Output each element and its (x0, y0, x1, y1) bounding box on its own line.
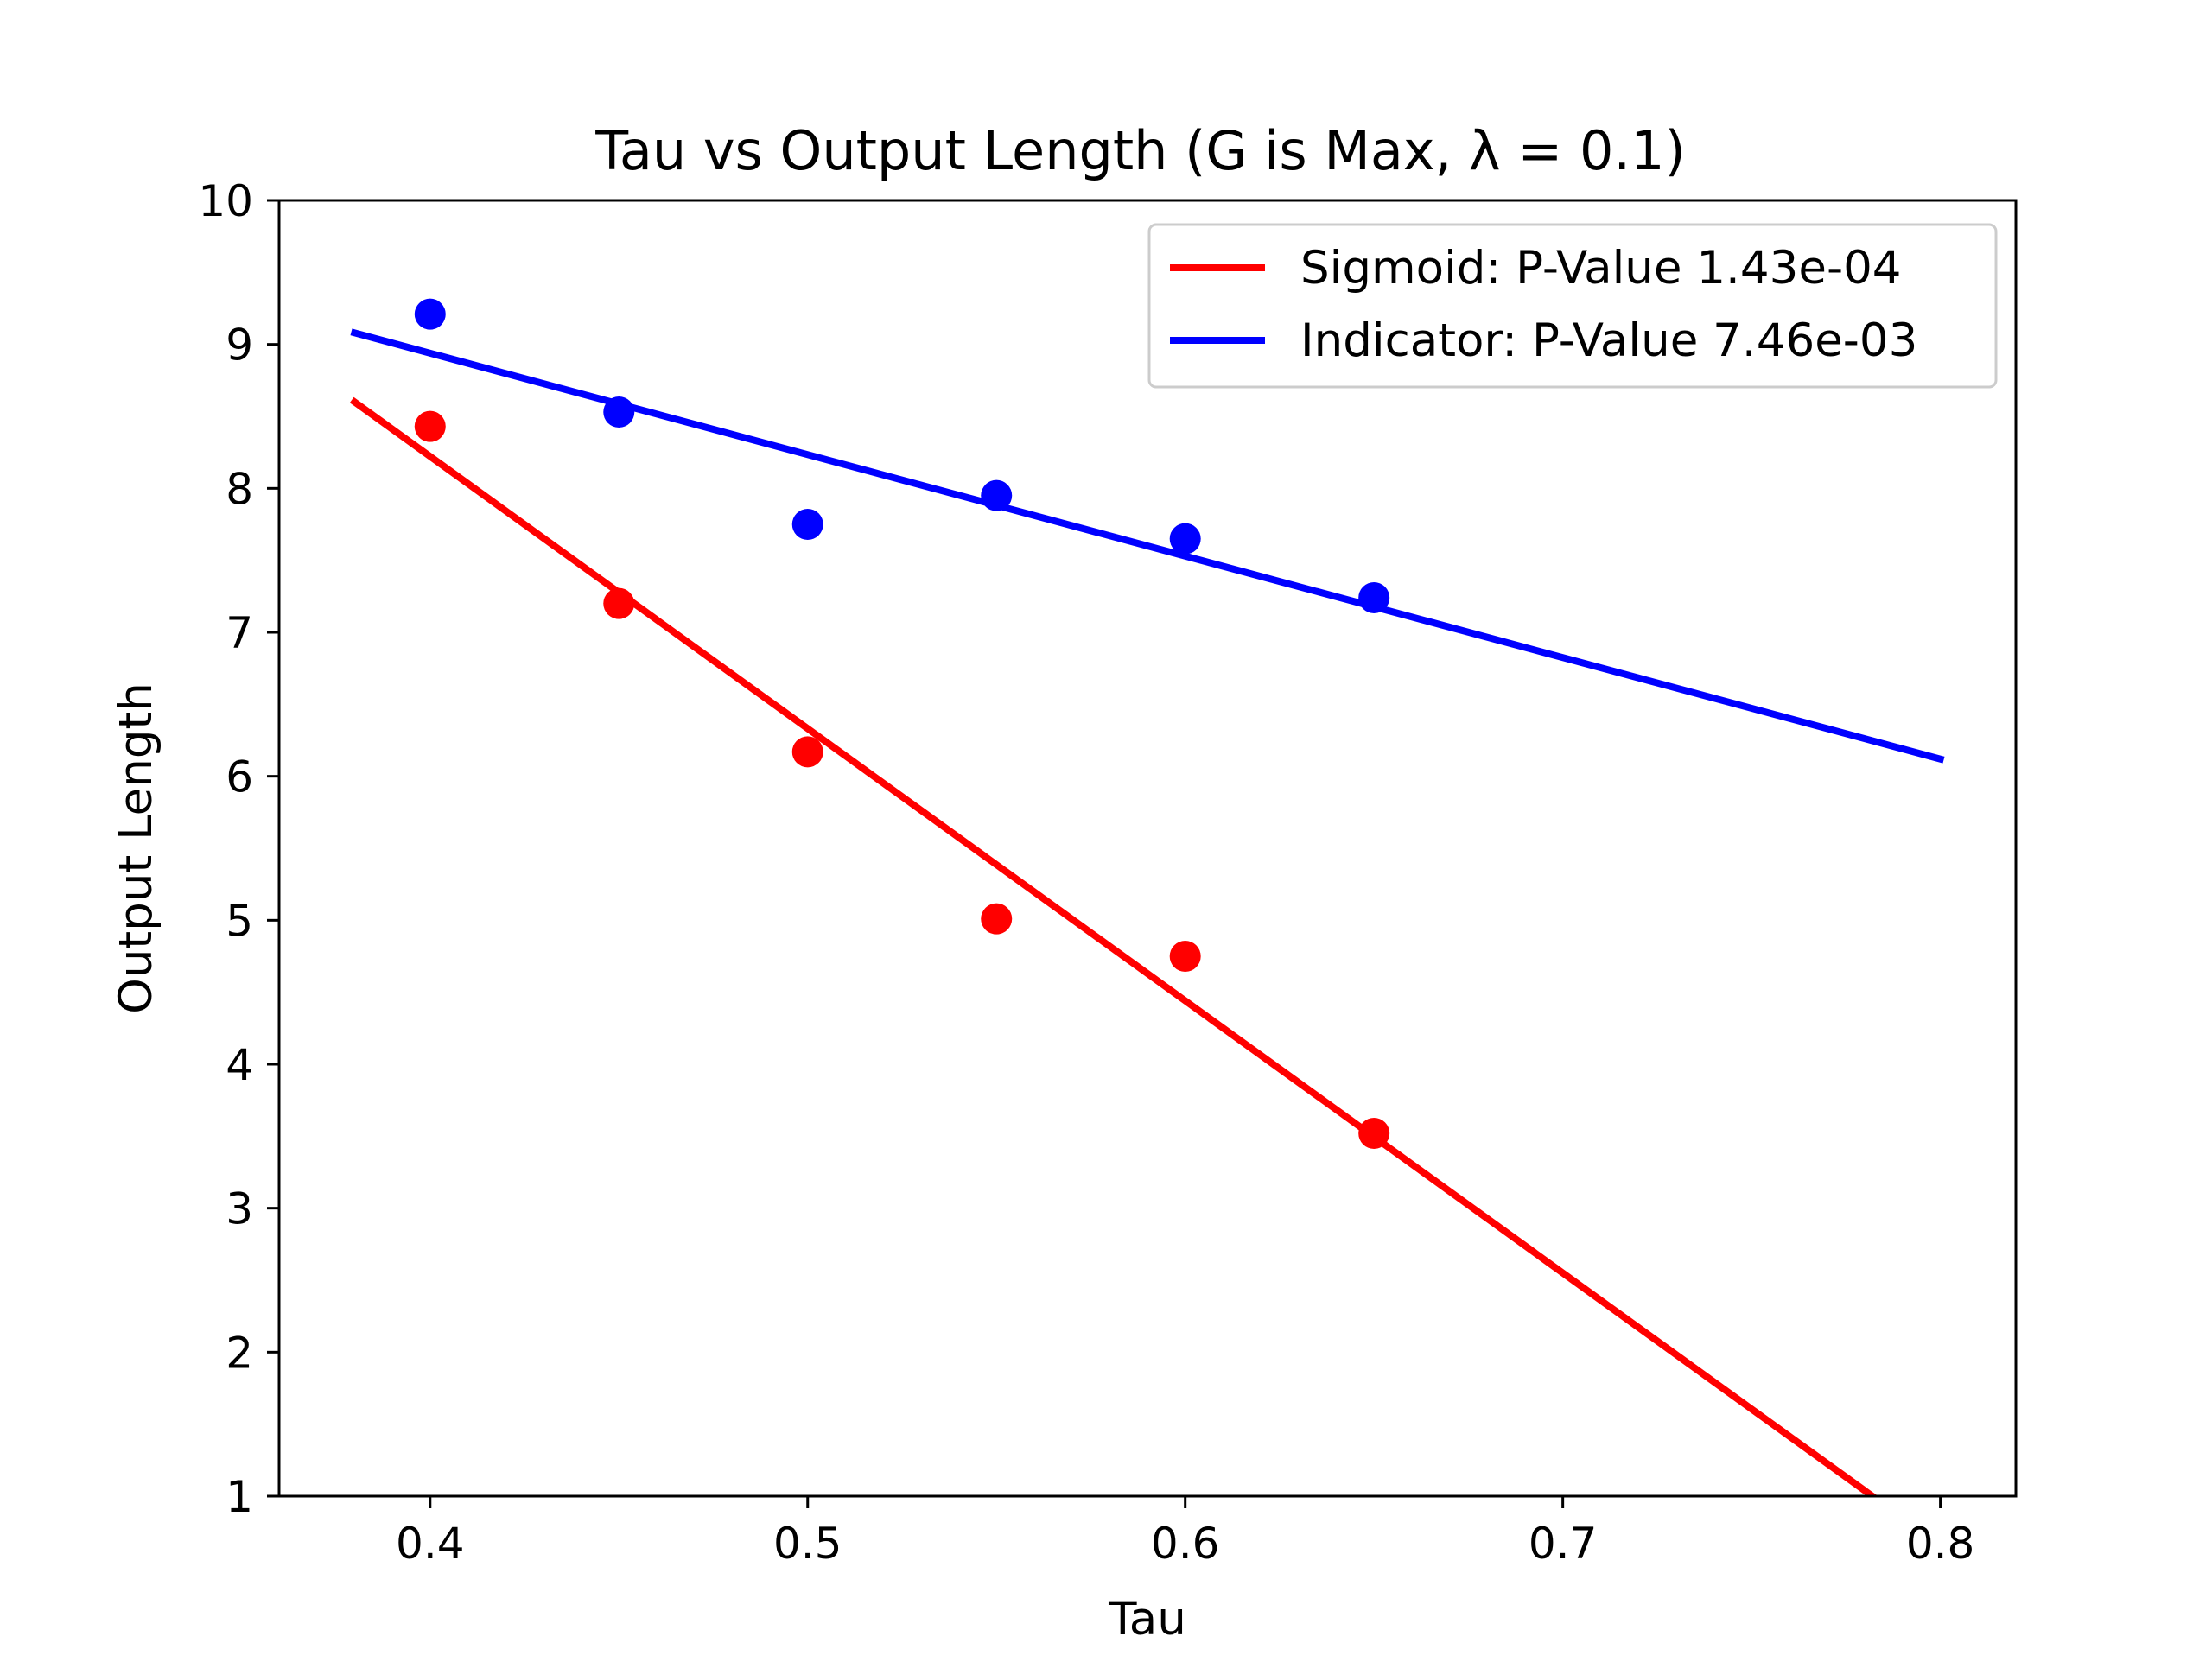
x-axis: 0.4 0.5 0.6 0.7 0.8 (396, 1496, 1974, 1569)
data-point-series-1 (414, 298, 446, 330)
chart-title: Tau vs Output Length (G is Max, λ = 0.1) (594, 119, 1686, 182)
y-tick-label: 3 (226, 1184, 253, 1234)
x-tick-label: 0.8 (1906, 1519, 1975, 1569)
y-tick-label: 9 (226, 320, 253, 371)
y-tick-label: 4 (226, 1040, 253, 1090)
data-point-series-0 (791, 736, 823, 768)
data-point-series-1 (603, 396, 635, 428)
y-tick-label: 10 (198, 176, 253, 226)
plot-area (349, 298, 1945, 1496)
y-tick-label: 2 (226, 1328, 253, 1378)
x-tick-label: 0.4 (396, 1519, 465, 1569)
data-point-series-1 (1358, 582, 1390, 613)
x-tick-label: 0.7 (1529, 1519, 1598, 1569)
data-point-series-1 (1169, 523, 1201, 555)
x-tick-label: 0.6 (1151, 1519, 1220, 1569)
fit-line-series-0 (349, 396, 1878, 1496)
y-tick-label: 6 (226, 752, 253, 802)
y-tick-label: 7 (226, 608, 253, 658)
data-point-series-0 (981, 903, 1013, 935)
y-tick-label: 8 (226, 464, 253, 514)
data-point-series-0 (1169, 941, 1201, 972)
x-axis-label: Tau (1108, 1593, 1186, 1646)
data-point-series-0 (603, 587, 635, 619)
data-point-series-1 (981, 479, 1013, 511)
data-point-series-0 (414, 410, 446, 442)
y-axis: 1 2 3 4 5 6 7 8 9 10 (198, 176, 279, 1522)
data-point-series-1 (791, 509, 823, 540)
y-axis-label: Output Length (110, 682, 162, 1014)
legend-entry-label: Indicator: P-Value 7.46e-03 (1300, 314, 1917, 367)
plot-frame (277, 199, 2018, 1498)
legend: Sigmoid: P-Value 1.43e-04 Indicator: P-Va… (1147, 223, 1998, 389)
y-tick-label: 1 (226, 1472, 253, 1522)
scatter-points (414, 298, 1390, 1149)
legend-entry-label: Sigmoid: P-Value 1.43e-04 (1300, 242, 1902, 295)
x-tick-label: 0.5 (773, 1519, 842, 1569)
y-tick-label: 5 (226, 896, 253, 946)
legend-box (1147, 223, 1998, 389)
data-point-series-0 (1358, 1118, 1390, 1149)
